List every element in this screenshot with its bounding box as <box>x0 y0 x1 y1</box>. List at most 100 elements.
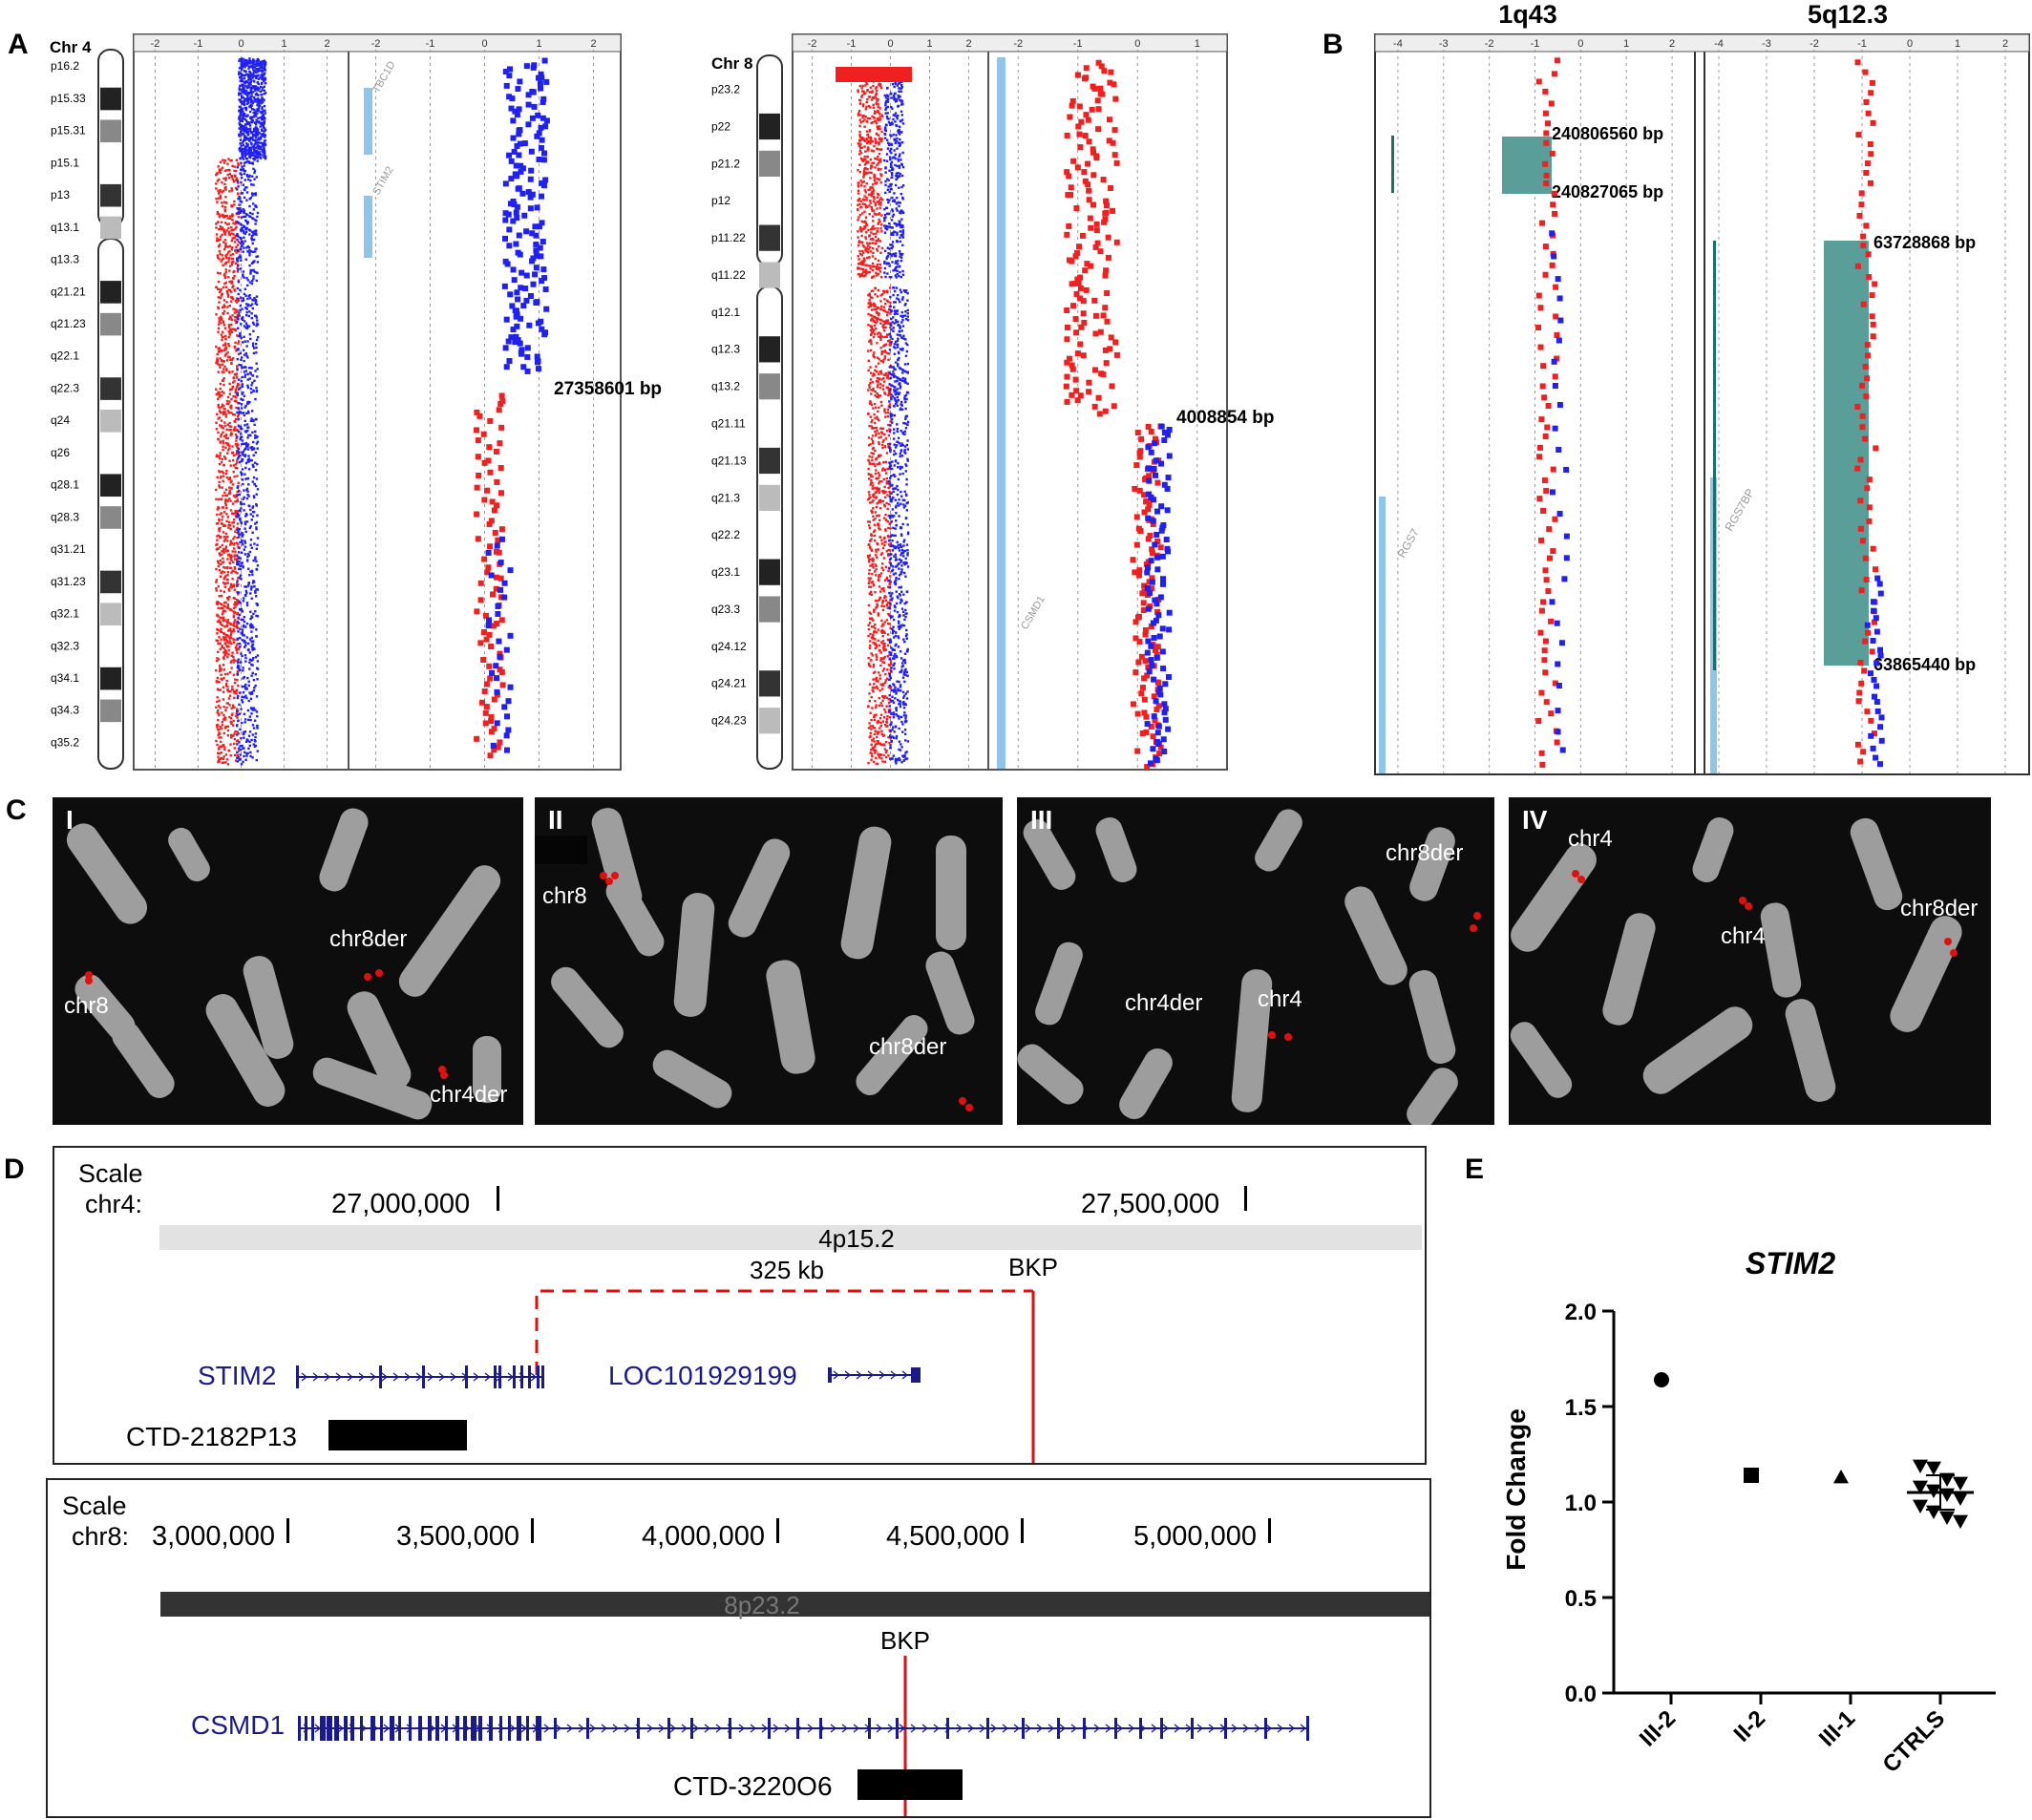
exon <box>819 1718 822 1739</box>
tick-label: -3 <box>1762 38 1771 50</box>
band-label: q24 <box>51 413 70 427</box>
exon <box>637 1718 640 1739</box>
panel-letter-d: D <box>4 1153 25 1185</box>
band-label: q12.1 <box>711 306 740 319</box>
chr8-scale-label: 3,500,000 <box>396 1521 519 1552</box>
exon <box>1022 1718 1025 1739</box>
band-label: q24.12 <box>711 640 747 653</box>
chr4-title: Chr 4 <box>50 38 92 56</box>
band-label: p13 <box>51 188 70 201</box>
tick-label: 0 <box>481 38 487 50</box>
exon <box>370 1716 375 1741</box>
tick-label: -1 <box>1073 38 1083 50</box>
rgs7-cnv-marker <box>1391 136 1394 193</box>
x-tick-label: CTRLS <box>1878 1705 1951 1778</box>
exon <box>320 1716 326 1741</box>
stim2-track-label: STIM2 <box>198 1361 276 1390</box>
fish-iv-roman: IV <box>1522 805 1548 835</box>
chr4-chrom-label: chr4: <box>85 1190 142 1218</box>
tick-label: -2 <box>1810 38 1819 50</box>
x-tick-label: III-1 <box>1814 1705 1860 1751</box>
band-label: q28.3 <box>51 510 79 523</box>
chr4-distance-label: 325 kb <box>750 1256 824 1284</box>
rgs7-gene-bar <box>1379 497 1386 773</box>
chart-title: STIM2 <box>1746 1246 1835 1280</box>
band-label: q12.3 <box>711 343 740 356</box>
band-label: q31.21 <box>51 542 86 556</box>
chr4-pos1-label: 27,000,000 <box>331 1189 470 1219</box>
chr4-breakpoint-label: 27358601 bp <box>554 379 662 399</box>
tick-label: -2 <box>371 38 381 50</box>
band-label: p12 <box>711 194 730 207</box>
panel-letter-b: B <box>1323 29 1344 60</box>
1q43-start-label: 240806560 bp <box>1552 124 1663 143</box>
exon <box>494 1365 497 1388</box>
exon <box>1264 1718 1267 1739</box>
data-point <box>1939 1472 1955 1487</box>
band-label: q35.2 <box>51 735 79 749</box>
band-label: q28.1 <box>51 478 79 492</box>
ctd3220-label: CTD-3220O6 <box>673 1771 833 1801</box>
tick-label: -1 <box>1857 38 1867 50</box>
5q12-start-label: 63728868 bp <box>1873 233 1976 252</box>
5q12-deletion-box <box>1824 241 1869 666</box>
band-label: q21.3 <box>711 491 740 504</box>
exon <box>498 1365 501 1388</box>
exon <box>537 1365 540 1388</box>
exon <box>517 1716 521 1741</box>
exon <box>896 1718 899 1739</box>
exon <box>463 1716 467 1741</box>
exon <box>667 1718 670 1739</box>
band-label: q23.1 <box>711 565 740 579</box>
band-label: q31.23 <box>51 575 86 588</box>
chr8-high-ratio-band <box>836 67 912 82</box>
stim2-gene-model <box>296 1365 544 1388</box>
chr8-title: Chr 8 <box>711 54 752 73</box>
loc101929199-gene-model <box>828 1367 921 1383</box>
y-tick-label: 2.0 <box>1565 1300 1597 1325</box>
exon <box>379 1365 382 1388</box>
x-tick-label: III-2 <box>1635 1705 1681 1751</box>
exon <box>344 1716 348 1741</box>
data-point <box>1913 1480 1928 1494</box>
exon <box>296 1365 299 1388</box>
tick-label: -1 <box>194 38 203 50</box>
ctd2182-label: CTD-2182P13 <box>126 1422 297 1451</box>
tick-label: -2 <box>808 38 817 50</box>
band-label: q21.11 <box>711 417 746 431</box>
tick-label: 1 <box>1195 38 1200 50</box>
data-point <box>1913 1499 1928 1513</box>
rgs7-gene-label: RGS7 <box>1394 526 1422 561</box>
exon <box>528 1365 531 1388</box>
chr4-band-label: 4p15.2 <box>818 1224 895 1253</box>
chr8-scale-label: 5,000,000 <box>1133 1521 1257 1552</box>
band-label: q21.21 <box>51 285 86 298</box>
exon <box>471 1716 476 1741</box>
tick-label: -2 <box>1013 38 1023 50</box>
tick-label: 0 <box>1907 38 1913 50</box>
tick-label: -2 <box>1485 38 1494 50</box>
exon <box>311 1716 314 1741</box>
exon <box>360 1716 363 1741</box>
band-label: q23.3 <box>711 603 740 616</box>
exon <box>327 1716 332 1741</box>
tick-label: 2 <box>2002 38 2008 50</box>
tick-label: 1 <box>281 38 286 50</box>
fish-iv-label-chr4-b: chr4 <box>1721 923 1766 949</box>
fish-iii-roman: III <box>1030 805 1053 835</box>
exon <box>796 1718 799 1739</box>
5q12-end-label: 63865440 bp <box>1873 655 1976 674</box>
exon <box>435 1716 439 1741</box>
chr8-ideogram: Chr 8 p23.2 p22 p21.2 p12 p11.22 q11.22 q12.1 q… <box>711 54 783 770</box>
band-label: q26 <box>51 446 70 459</box>
fish-ii-roman: II <box>548 805 563 835</box>
band-label: p16.2 <box>51 59 79 73</box>
band-label: q24.21 <box>711 677 747 690</box>
ctd2182-clone-bar <box>328 1420 467 1450</box>
panel-letter-a: A <box>8 29 29 60</box>
band-label: q13.1 <box>51 221 79 234</box>
fish-image-ii: II chr8 chr8der <box>535 797 1003 1125</box>
exon <box>409 1716 412 1741</box>
exon <box>305 1716 307 1741</box>
exon <box>1139 1718 1142 1739</box>
